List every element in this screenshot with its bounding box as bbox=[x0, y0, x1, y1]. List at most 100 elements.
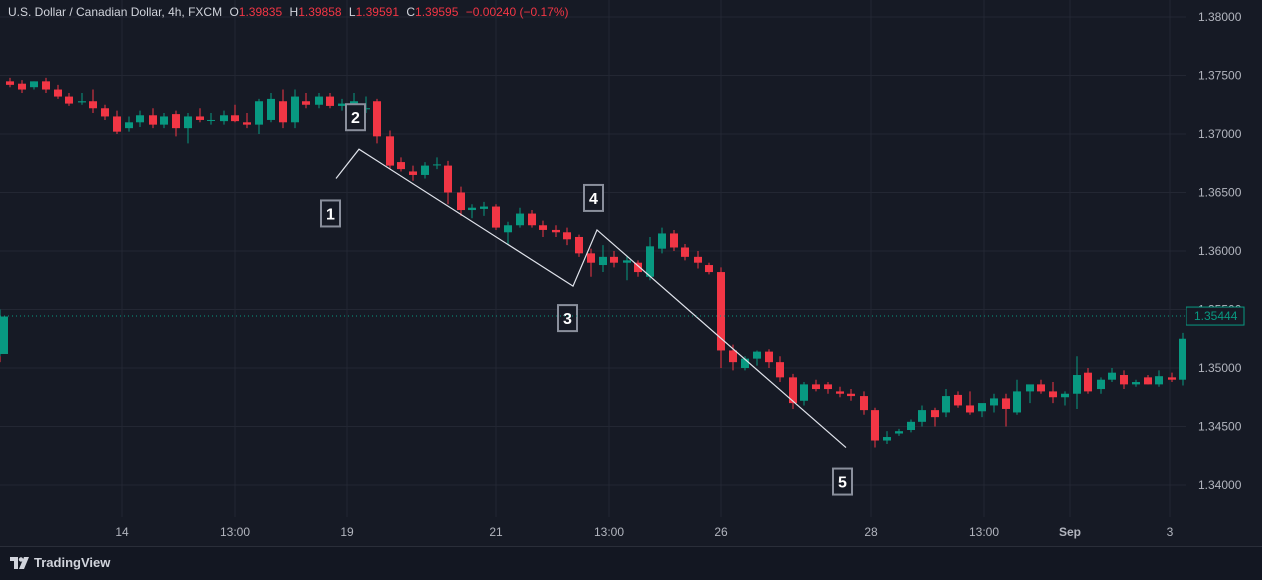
candle[interactable] bbox=[765, 349, 773, 368]
candle[interactable] bbox=[1073, 356, 1081, 409]
candle[interactable] bbox=[125, 116, 133, 132]
price-scale[interactable]: 1.380001.375001.370001.365001.360001.355… bbox=[1185, 0, 1262, 546]
candle[interactable] bbox=[528, 210, 536, 228]
candle[interactable] bbox=[338, 98, 346, 111]
candle[interactable] bbox=[1132, 379, 1140, 387]
candle[interactable] bbox=[373, 98, 381, 144]
candle[interactable] bbox=[599, 245, 607, 273]
candle[interactable] bbox=[207, 112, 215, 125]
symbol-title[interactable]: U.S. Dollar / Canadian Dollar, 4h, FXCM bbox=[8, 5, 223, 19]
candle[interactable] bbox=[670, 229, 678, 251]
candle[interactable] bbox=[326, 93, 334, 109]
candle[interactable] bbox=[694, 251, 702, 269]
candle[interactable] bbox=[978, 403, 986, 418]
candle[interactable] bbox=[1155, 370, 1163, 387]
candle[interactable] bbox=[776, 356, 784, 383]
candle[interactable] bbox=[1084, 368, 1092, 394]
candle[interactable] bbox=[966, 391, 974, 415]
candle[interactable] bbox=[942, 389, 950, 418]
candle[interactable] bbox=[89, 89, 97, 113]
wave-label-3[interactable]: 3 bbox=[557, 304, 578, 333]
candle[interactable] bbox=[172, 110, 180, 137]
candle[interactable] bbox=[480, 201, 488, 216]
candle[interactable] bbox=[220, 110, 228, 125]
candle[interactable] bbox=[1049, 382, 1057, 404]
candle[interactable] bbox=[895, 428, 903, 436]
candle[interactable] bbox=[231, 104, 239, 123]
candle[interactable] bbox=[575, 234, 583, 257]
wave-label-4[interactable]: 4 bbox=[583, 183, 604, 212]
candle[interactable] bbox=[279, 89, 287, 129]
candle[interactable] bbox=[184, 112, 192, 144]
candle[interactable] bbox=[30, 81, 38, 90]
candle[interactable] bbox=[552, 225, 560, 237]
wave-label-1[interactable]: 1 bbox=[320, 199, 341, 228]
candle[interactable] bbox=[196, 108, 204, 123]
candle[interactable] bbox=[539, 220, 547, 237]
candle[interactable] bbox=[860, 391, 868, 415]
candle[interactable] bbox=[681, 243, 689, 261]
candle[interactable] bbox=[291, 89, 299, 129]
candle[interactable] bbox=[563, 227, 571, 246]
candle[interactable] bbox=[397, 157, 405, 172]
candle[interactable] bbox=[315, 93, 323, 109]
candle[interactable] bbox=[717, 267, 725, 368]
candle[interactable] bbox=[433, 157, 441, 170]
candle[interactable] bbox=[136, 110, 144, 127]
candle[interactable] bbox=[267, 93, 275, 123]
wave-label-2[interactable]: 2 bbox=[345, 103, 366, 132]
candle[interactable] bbox=[1097, 377, 1105, 394]
candle[interactable] bbox=[836, 386, 844, 398]
candle[interactable] bbox=[6, 77, 14, 88]
candle[interactable] bbox=[444, 160, 452, 205]
candle[interactable] bbox=[0, 309, 8, 357]
candle[interactable] bbox=[409, 165, 417, 181]
candle[interactable] bbox=[847, 389, 855, 401]
candle[interactable] bbox=[789, 373, 797, 409]
candle[interactable] bbox=[1144, 375, 1152, 385]
candle[interactable] bbox=[78, 93, 86, 105]
candle[interactable] bbox=[1013, 379, 1021, 415]
candle[interactable] bbox=[1179, 332, 1187, 386]
candle[interactable] bbox=[883, 431, 891, 445]
candle[interactable] bbox=[954, 391, 962, 408]
candle[interactable] bbox=[753, 350, 761, 366]
candle[interactable] bbox=[492, 204, 500, 230]
candle[interactable] bbox=[610, 251, 618, 268]
candle[interactable] bbox=[149, 108, 157, 129]
candle[interactable] bbox=[800, 382, 808, 406]
candle[interactable] bbox=[1108, 368, 1116, 383]
candle[interactable] bbox=[113, 110, 121, 134]
candle[interactable] bbox=[1061, 391, 1069, 406]
candlestick-chart[interactable]: 1 2 3 4 5 bbox=[0, 0, 1187, 546]
candle[interactable] bbox=[1026, 384, 1034, 404]
candle[interactable] bbox=[812, 379, 820, 392]
candle[interactable] bbox=[18, 80, 26, 94]
candle[interactable] bbox=[386, 130, 394, 170]
candle[interactable] bbox=[824, 382, 832, 394]
candle[interactable] bbox=[646, 236, 654, 281]
elliott-wave-line[interactable] bbox=[335, 148, 847, 449]
tradingview-logo[interactable]: TradingView bbox=[10, 555, 110, 570]
candle[interactable] bbox=[468, 204, 476, 219]
time-scale[interactable]: 14 13:00 19 21 13:00 26 28 13:00 Sep 3 bbox=[0, 517, 1186, 546]
candle[interactable] bbox=[421, 162, 429, 179]
candle[interactable] bbox=[54, 84, 62, 99]
candle[interactable] bbox=[457, 186, 465, 216]
candle[interactable] bbox=[1037, 379, 1045, 394]
candle[interactable] bbox=[931, 407, 939, 427]
candle[interactable] bbox=[42, 77, 50, 94]
candle[interactable] bbox=[160, 112, 168, 129]
candle[interactable] bbox=[907, 419, 915, 433]
candle[interactable] bbox=[1002, 393, 1010, 427]
candle[interactable] bbox=[243, 112, 251, 129]
candle[interactable] bbox=[302, 93, 310, 109]
candle[interactable] bbox=[918, 405, 926, 427]
candle[interactable] bbox=[504, 221, 512, 246]
candle[interactable] bbox=[705, 262, 713, 275]
candle[interactable] bbox=[255, 98, 263, 134]
candle[interactable] bbox=[101, 104, 109, 120]
candle[interactable] bbox=[871, 407, 879, 448]
candle[interactable] bbox=[1120, 370, 1128, 390]
wave-label-5[interactable]: 5 bbox=[832, 467, 853, 496]
